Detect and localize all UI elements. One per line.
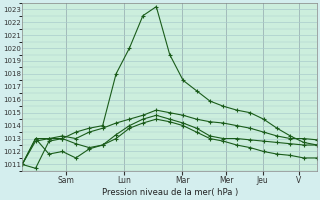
- X-axis label: Pression niveau de la mer( hPa ): Pression niveau de la mer( hPa ): [101, 188, 238, 197]
